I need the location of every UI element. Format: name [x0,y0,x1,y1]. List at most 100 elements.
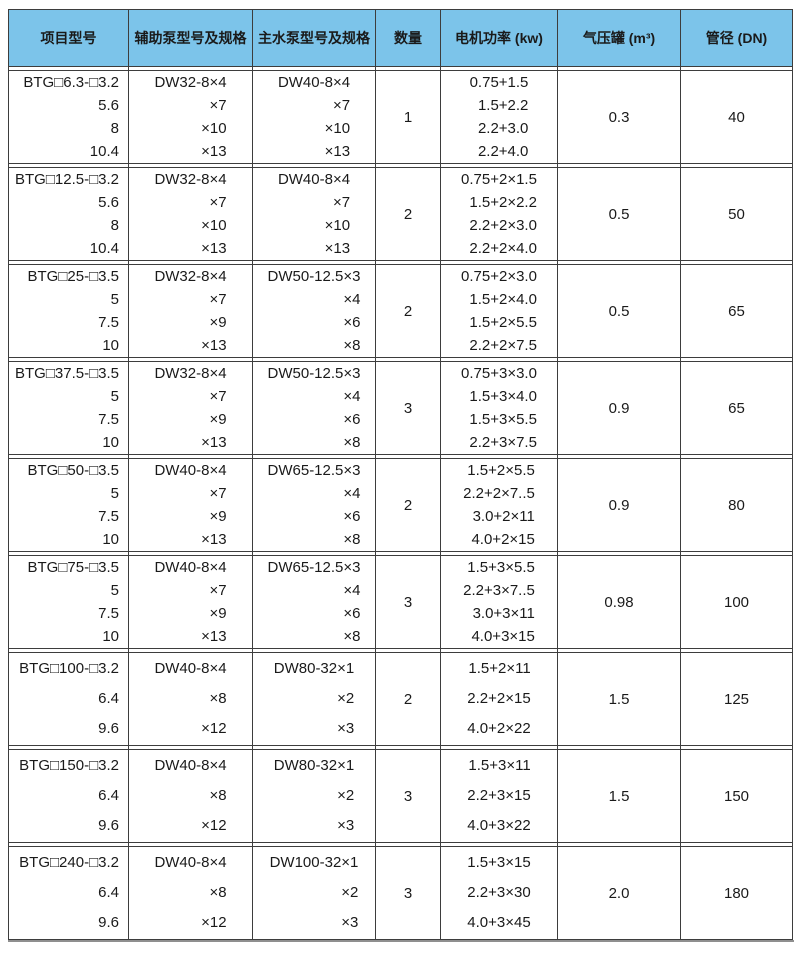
tank-volume-cell: 1.5 [557,652,681,746]
model-lines: BTG□100-□3.2 6.4 9.6 [9,654,128,744]
tank-volume-cell: 0.5 [557,264,681,358]
main-pump-lines: DW50-12.5×3 ×4 ×6 ×8 [268,265,361,357]
cell-line: ×7 [209,485,227,502]
cell-line: 4.0+2×22 [467,720,531,737]
aux-pump-lines: DW32-8×4 ×7 ×10 ×13 [154,168,226,260]
cell-line: DW50-12.5×3 [267,365,361,382]
cell-line: 3.0+2×11 [472,508,535,525]
cell-line: 7.5 [98,508,119,525]
cell-line: 4.0+2×15 [471,531,535,548]
cell-line: ×9 [209,605,227,622]
cell-line: 10 [102,531,119,548]
header-row: 项目型号 辅助泵型号及规格 主水泵型号及规格 数量 电机功率 (kw) 气压罐 … [8,9,793,67]
cell-line: 1.5+2×11 [468,660,531,677]
cell-line: ×9 [209,411,227,428]
motor-power-lines: 0.75+1.5 1.5+2.2 2.2+3.0 2.2+4.0 [470,71,529,163]
cell-line: ×12 [201,914,227,931]
quantity-cell: 3 [375,361,441,455]
pipe-diameter-cell: 65 [680,264,793,358]
aux-pump-cell: DW40-8×4 ×7 ×9 ×13 [128,555,253,649]
model-cell: BTG□6.3-□3.2 5.6 8 10.4 [8,70,129,164]
cell-line: ×4 [343,388,361,405]
model-lines: BTG□75-□3.5 5 7.5 10 [9,556,128,648]
tank-volume-cell: 1.5 [557,749,681,843]
cell-line: ×8 [209,690,227,707]
main-pump-cell: DW65-12.5×3 ×4 ×6 ×8 [252,555,376,649]
cell-line: ×3 [341,914,359,931]
cell-line: ×4 [343,582,361,599]
cell-line: 2.2+3×7.5 [469,434,537,451]
table-row: BTG□6.3-□3.2 5.6 8 10.4 DW32-8×4 ×7 ×10 ×13 DW… [8,70,793,164]
cell-line: 6.4 [98,884,119,901]
quantity-cell: 2 [375,652,441,746]
cell-line: DW32-8×4 [154,268,227,285]
cell-line: BTG□100-□3.2 [19,660,119,677]
aux-pump-lines: DW32-8×4 ×7 ×9 ×13 [154,362,226,454]
cell-line: ×7 [209,291,227,308]
aux-pump-cell: DW40-8×4 ×8 ×12 [128,846,253,940]
quantity-cell: 3 [375,846,441,940]
cell-line: ×7 [209,388,227,405]
motor-power-lines: 1.5+2×11 2.2+2×15 4.0+2×22 [467,654,530,744]
quantity-cell: 3 [375,555,441,649]
cell-line: 0.75+2×3.0 [461,268,537,285]
main-pump-lines: DW65-12.5×3 ×4 ×6 ×8 [268,459,361,551]
cell-line: 1.5+2.2 [477,97,529,114]
main-pump-lines: DW50-12.5×3 ×4 ×6 ×8 [268,362,361,454]
tank-volume-cell: 2.0 [557,846,681,940]
main-pump-cell: DW65-12.5×3 ×4 ×6 ×8 [252,458,376,552]
cell-line: 4.0+3×22 [467,817,531,834]
cell-line: ×13 [201,434,227,451]
cell-line: DW32-8×4 [154,74,227,91]
cell-line: ×2 [337,690,355,707]
motor-power-lines: 1.5+2×5.5 2.2+2×7..5 3.0+2×11 4.0+2×15 [463,459,535,551]
row-gap [8,260,793,265]
cell-line: DW50-12.5×3 [267,268,361,285]
quantity-cell: 1 [375,70,441,164]
motor-power-cell: 1.5+2×11 2.2+2×15 4.0+2×22 [440,652,558,746]
motor-power-cell: 0.75+2×1.5 1.5+2×2.2 2.2+2×3.0 2.2+2×4.0 [440,167,558,261]
aux-pump-lines: DW32-8×4 ×7 ×9 ×13 [154,265,226,357]
cell-line: ×8 [343,628,361,645]
header-cell-pipe-diameter: 管径 (DN) [680,9,793,67]
cell-line: 10 [102,434,119,451]
cell-line: ×8 [343,337,361,354]
cell-line: ×10 [201,120,227,137]
pipe-diameter-cell: 150 [680,749,793,843]
aux-pump-lines: DW40-8×4 ×7 ×9 ×13 [154,556,226,648]
cell-line: ×7 [209,97,227,114]
cell-line: 5 [110,485,119,502]
cell-line: 5 [110,291,119,308]
cell-line: 7.5 [98,605,119,622]
header-cell-model: 项目型号 [8,9,129,67]
cell-line: DW40-8×4 [154,559,227,576]
cell-line: ×8 [343,531,361,548]
main-pump-cell: DW40-8×4 ×7 ×10 ×13 [252,167,376,261]
tank-volume-cell: 0.9 [557,361,681,455]
pipe-diameter-cell: 40 [680,70,793,164]
row-gap [8,745,793,750]
cell-line: 1.5+3×5.5 [469,411,537,428]
cell-line: 1.5+2×5.5 [467,462,535,479]
model-lines: BTG□12.5-□3.2 5.6 8 10.4 [9,168,128,260]
header-cell-motor-power: 电机功率 (kw) [440,9,558,67]
quantity-cell: 2 [375,167,441,261]
row-gap [8,163,793,168]
cell-line: 0.75+3×3.0 [461,365,537,382]
aux-pump-cell: DW32-8×4 ×7 ×10 ×13 [128,70,253,164]
model-cell: BTG□50-□3.5 5 7.5 10 [8,458,129,552]
row-gap [8,66,793,71]
cell-line: 5.6 [98,194,119,211]
aux-pump-cell: DW32-8×4 ×7 ×10 ×13 [128,167,253,261]
aux-pump-lines: DW40-8×4 ×8 ×12 [154,654,226,744]
header-cell-tank-volume: 气压罐 (m³) [557,9,681,67]
main-pump-lines: DW40-8×4 ×7 ×10 ×13 [278,71,350,163]
cell-line: BTG□50-□3.5 [27,462,120,479]
quantity-cell: 3 [375,749,441,843]
cell-line: 2.2+2×7..5 [463,485,535,502]
aux-pump-lines: DW32-8×4 ×7 ×10 ×13 [154,71,226,163]
table-row: BTG□75-□3.5 5 7.5 10 DW40-8×4 ×7 ×9 ×13 DW65-1… [8,555,793,649]
cell-line: 3.0+3×11 [472,605,535,622]
cell-line: 1.5+2×5.5 [469,314,537,331]
cell-line: ×13 [201,143,227,160]
